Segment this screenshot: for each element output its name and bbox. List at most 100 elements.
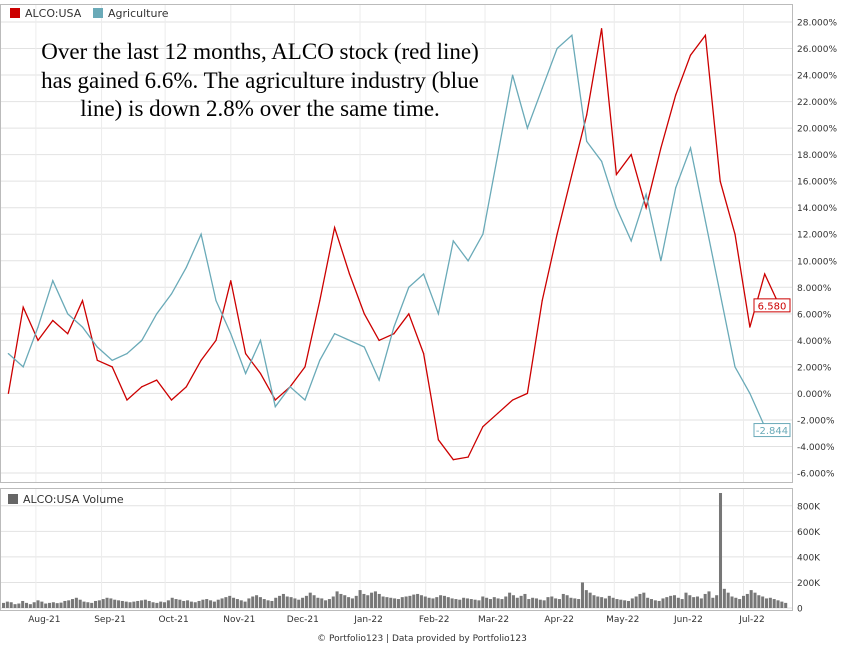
volume-bar [473,599,477,608]
volume-bar [584,590,588,608]
volume-bar [186,600,190,608]
volume-bar [749,590,753,608]
volume-bar [485,597,489,608]
volume-bar [404,596,408,608]
volume-bar [40,601,44,608]
volume-bar [458,599,462,608]
volume-bar [166,600,170,608]
volume-bar [477,600,481,608]
volume-bar [220,598,224,608]
volume-bar [745,593,749,608]
data-point [393,333,395,335]
volume-bar [496,598,500,608]
volume-bar [412,594,416,608]
volume-bar [531,597,535,608]
volume-bar [270,600,274,608]
volume-bar [439,595,443,608]
volume-bar [730,596,734,608]
data-point [586,114,588,116]
data-point [615,207,617,209]
data-point [156,313,158,315]
volume-bar [128,602,132,608]
volume-bar [320,598,324,608]
data-point [764,273,766,275]
volume-bar [274,597,278,608]
vol-tick-label: 200K [797,579,821,589]
volume-bar [596,596,600,608]
data-point [452,459,454,461]
volume-bar [542,600,546,608]
data-point [482,233,484,235]
data-point [96,359,98,361]
volume-bar [94,600,98,608]
volume-bar [32,602,36,608]
volume-bar [626,600,630,608]
volume-bar [140,600,144,608]
data-point [511,399,514,401]
data-point [22,306,24,308]
data-point [170,293,173,295]
chart-annotation: Over the last 12 months, ALCO stock (red… [41,39,479,121]
data-point [259,372,262,375]
data-point [556,233,558,235]
volume-bar [416,593,420,608]
data-point [334,227,336,229]
vol-tick-label: 0 [797,605,803,615]
y-tick-label: 24.000% [797,72,837,82]
data-point [497,412,499,414]
volume-bar [462,597,466,608]
x-tick-label: May-22 [606,615,639,625]
x-tick-label: Dec-21 [287,615,319,625]
x-tick-label: Aug-21 [28,615,60,625]
volume-bar [703,593,707,608]
volume-bar [661,598,665,608]
data-point [452,240,454,242]
volume-bar [48,602,52,608]
volume-bar [136,600,140,608]
volume-bar [304,595,308,608]
data-point [423,273,425,275]
volume-bar [711,597,715,608]
data-point [7,392,9,395]
footer-credit: © Portfolio123 | Data provided by Portfo… [317,634,527,644]
volume-bar [753,592,757,608]
volume-bar [504,596,508,608]
volume-bar [768,597,772,608]
volume-bar [247,598,251,608]
volume-bar [557,599,561,608]
volume-bar [389,597,393,608]
volume-bar [692,597,696,608]
y-tick-label: 16.000% [797,178,837,188]
volume-bar [715,595,719,608]
volume-bar [734,597,738,608]
data-point [645,207,647,209]
volume-bar [9,602,13,608]
volume-bar [500,599,504,608]
volume-bar [481,596,485,608]
volume-bar [419,595,423,608]
volume-bar [722,588,726,608]
volume-bar [67,600,71,608]
volume-bar [657,600,661,608]
volume-bar [228,595,232,608]
volume-bar [569,597,573,608]
data-point [141,339,143,341]
x-tick-label: Feb-22 [419,615,450,625]
y-tick-label: 4.000% [797,337,832,347]
volume-bar [243,601,247,608]
data-point [600,28,603,30]
volume-bar [327,599,331,608]
data-point [141,386,143,388]
volume-bar [649,599,654,608]
data-point [586,140,588,142]
volume-bar [362,593,366,608]
volume-bar [442,595,446,608]
data-point [111,366,113,368]
data-point [81,326,84,328]
volume-bar [665,597,669,608]
data-point [230,280,232,282]
data-point [615,173,617,176]
volume-bar [63,600,67,608]
volume-bar [343,595,347,608]
data-point [111,359,113,361]
